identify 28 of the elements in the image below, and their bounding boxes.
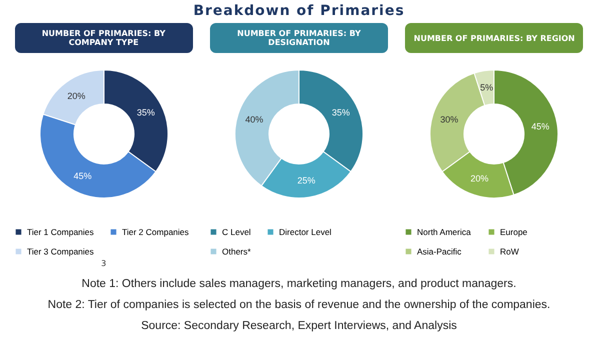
text: 3 <box>101 259 106 268</box>
text: Note 1: Others include sales managers, marketing managers, and product managers. <box>80 277 518 292</box>
legend-label: RoW <box>500 246 520 256</box>
data-label: 5% <box>480 82 494 93</box>
legend-label: Europe <box>500 226 528 237</box>
data-label: 25% <box>297 175 316 186</box>
legend-label: Tier 2 Companies <box>122 226 188 237</box>
legend-label: North America <box>417 226 472 237</box>
chart-title: NUMBER OF PRIMARIES: BY COMPANY TYPE <box>14 23 193 53</box>
data-label: 45% <box>73 170 92 181</box>
chart-title: NUMBER OF PRIMARIES: BY REGION <box>405 23 584 53</box>
data-label: 35% <box>136 108 155 118</box>
legend-label: Tier 1 Companies <box>26 226 94 237</box>
legend-label: Others* <box>222 246 252 256</box>
data-label: 30% <box>440 114 459 124</box>
data-label: 40% <box>245 114 264 124</box>
legend-label: Tier 3 Companies <box>26 246 94 256</box>
text: Note 2: Tier of companies is selected on the basis of revenue and the ownership of the companies. <box>46 298 552 313</box>
legend-label: Director Level <box>278 226 332 237</box>
data-label: 20% <box>470 174 489 184</box>
text: Breakdown of Primaries <box>192 3 406 19</box>
source-note: Source: Secondary Research, Expert Interviews, and Analysis <box>140 319 458 334</box>
data-label: 35% <box>332 108 350 118</box>
chart-title: NUMBER OF PRIMARIES: BY DESIGNATION <box>210 23 388 53</box>
legend-label: Asia-Pacific <box>417 246 462 256</box>
legend-label: C Level <box>222 226 251 237</box>
data-label: 20% <box>67 90 86 101</box>
data-label: 45% <box>532 122 550 132</box>
